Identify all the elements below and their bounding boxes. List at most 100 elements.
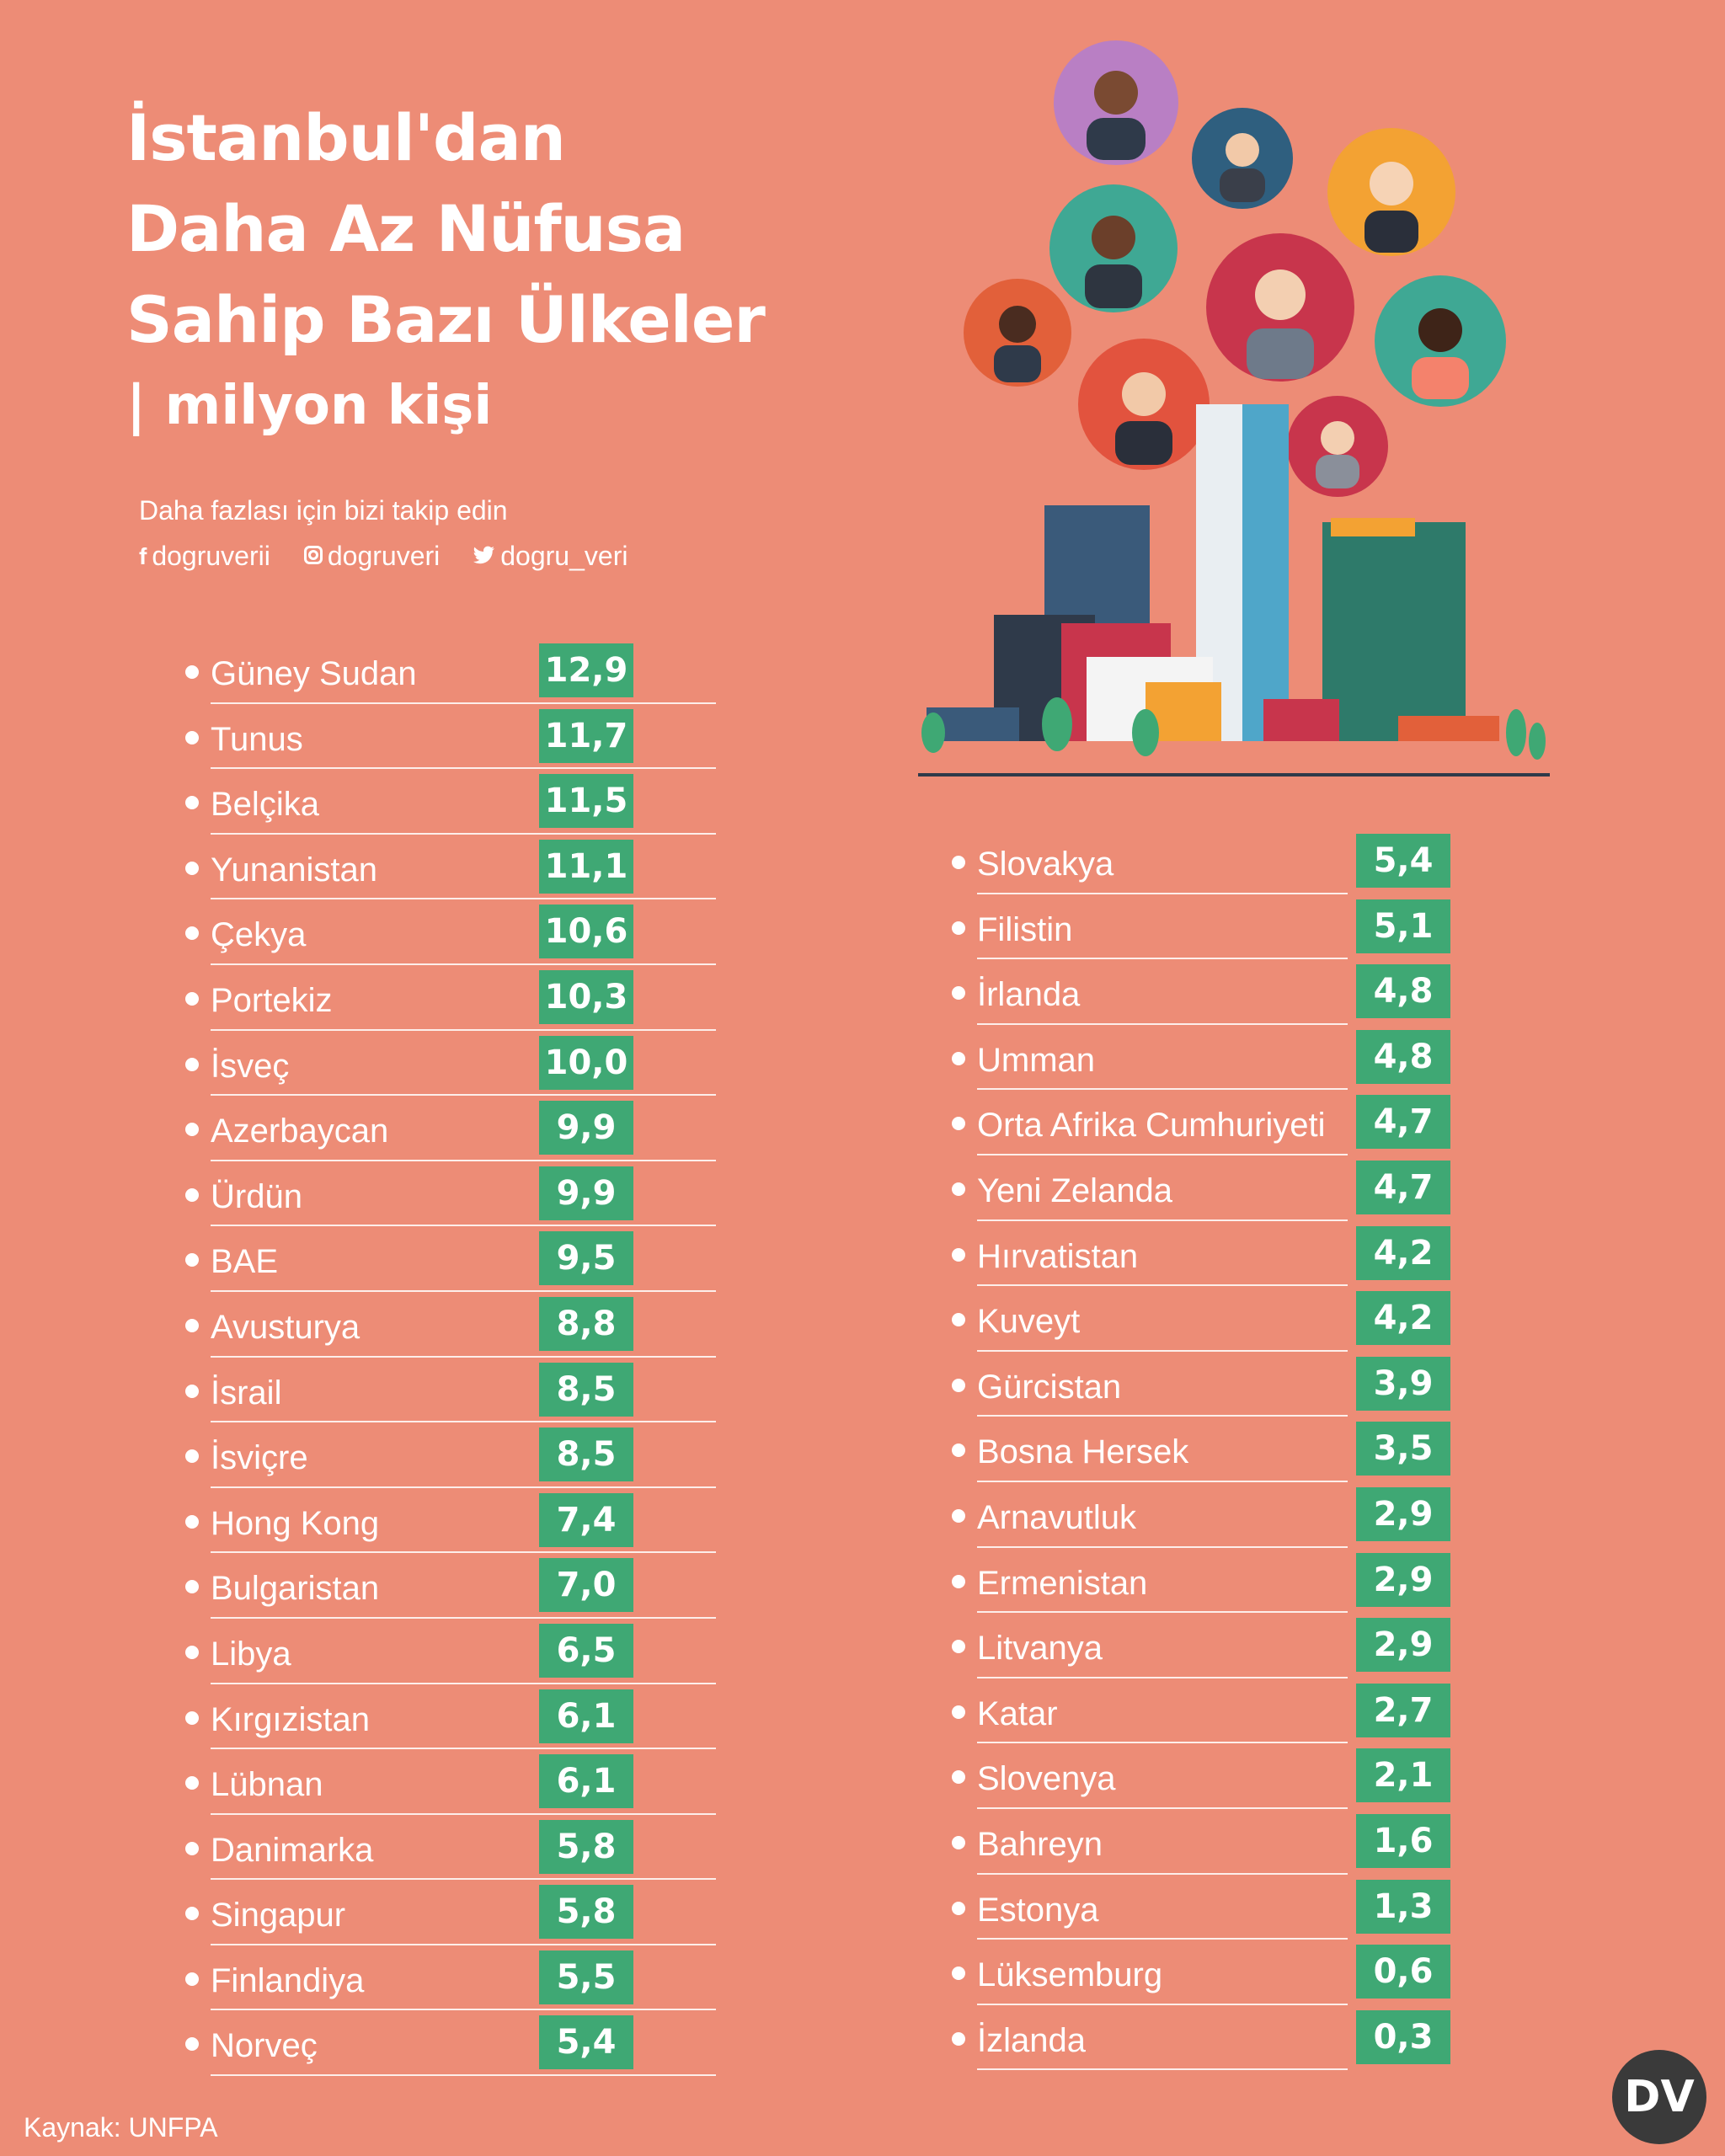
bullet-icon — [185, 1253, 199, 1267]
bullet-icon — [952, 1378, 965, 1392]
country-name: Lüksemburg — [977, 1956, 1163, 1994]
row-underline — [211, 1159, 716, 1161]
title-line-3: Sahip Bazı Ülkeler — [126, 282, 766, 357]
country-row: Portekiz 10,3 — [179, 969, 716, 1036]
country-row: Orta Afrika Cumhuriyeti 4,7 — [945, 1095, 1450, 1161]
bullet-icon — [185, 1645, 199, 1659]
country-row: Danimarka 5,8 — [179, 1819, 716, 1886]
bullet-icon — [185, 1187, 199, 1202]
row-underline — [977, 1219, 1348, 1221]
country-name: Umman — [977, 1041, 1096, 1079]
twitter-link[interactable]: dogru_veri — [473, 541, 628, 572]
city-skyline-illustration — [918, 404, 1550, 776]
country-name: İrlanda — [977, 976, 1081, 1014]
bullet-icon — [185, 2037, 199, 2052]
population-value: 3,9 — [1356, 1356, 1450, 1411]
country-row: Ürdün 9,9 — [179, 1166, 716, 1232]
country-row: Libya 6,5 — [179, 1623, 716, 1689]
country-name: Danimarka — [211, 1831, 374, 1869]
instagram-link[interactable]: dogruveri — [303, 541, 440, 572]
country-row: Ermenistan 2,9 — [945, 1552, 1450, 1619]
population-value: 4,2 — [1356, 1291, 1450, 1346]
population-value: 9,9 — [539, 1101, 633, 1155]
country-name: Portekiz — [211, 981, 333, 1019]
country-name: Bahreyn — [977, 1825, 1103, 1863]
row-underline — [977, 1938, 1348, 1940]
row-underline — [211, 1028, 716, 1031]
country-name: Slovenya — [977, 1760, 1116, 1798]
country-name: İsviçre — [211, 1439, 308, 1477]
population-value: 0,6 — [1356, 1945, 1450, 1999]
row-underline — [977, 2068, 1348, 2071]
row-underline — [977, 1872, 1348, 1875]
population-value: 2,9 — [1356, 1552, 1450, 1607]
population-value: 9,9 — [539, 1166, 633, 1220]
country-name: Hırvatistan — [977, 1237, 1139, 1275]
bullet-icon — [185, 926, 199, 941]
bullet-icon — [185, 1776, 199, 1790]
population-value: 5,8 — [539, 1819, 633, 1874]
bullet-icon — [952, 856, 965, 869]
population-value: 5,5 — [539, 1950, 633, 2004]
country-row: Slovenya 2,1 — [945, 1748, 1450, 1814]
country-row: Lüksemburg 0,6 — [945, 1945, 1450, 2010]
row-underline — [211, 1616, 716, 1619]
population-value: 4,7 — [1356, 1095, 1450, 1150]
population-value: 4,2 — [1356, 1225, 1450, 1280]
row-underline — [977, 1611, 1348, 1614]
country-row: Belçika 11,5 — [179, 774, 716, 840]
bullet-icon — [952, 1574, 965, 1588]
population-value: 6,1 — [539, 1754, 633, 1809]
row-underline — [211, 1878, 716, 1881]
facebook-link[interactable]: f dogruverii — [139, 541, 270, 572]
country-row: Kuveyt 4,2 — [945, 1291, 1450, 1357]
country-name: Avusturya — [211, 1308, 360, 1346]
bullet-icon — [185, 1580, 199, 1594]
country-name: Belçika — [211, 786, 319, 824]
country-row: Estonya 1,3 — [945, 1879, 1450, 1945]
bullet-icon — [185, 1057, 199, 1071]
twitter-icon — [473, 543, 495, 570]
country-row: Azerbaycan 9,9 — [179, 1101, 716, 1166]
country-name: Hong Kong — [211, 1504, 380, 1542]
dv-logo: DV — [1612, 2050, 1706, 2144]
row-underline — [211, 1682, 716, 1684]
country-row: Yunanistan 11,1 — [179, 839, 716, 905]
row-underline — [211, 1094, 716, 1097]
country-name: Kırgızistan — [211, 1700, 370, 1738]
population-value: 8,5 — [539, 1362, 633, 1417]
country-row: Finlandiya 5,5 — [179, 1950, 716, 2016]
row-underline — [211, 767, 716, 770]
bullet-icon — [952, 1051, 965, 1065]
row-underline — [211, 832, 716, 835]
bullet-icon — [952, 2031, 965, 2046]
country-row: Umman 4,8 — [945, 1029, 1450, 1096]
row-underline — [977, 2003, 1348, 2005]
row-underline — [211, 1812, 716, 1815]
row-underline — [977, 1806, 1348, 1809]
bullet-icon — [185, 665, 199, 679]
row-underline — [211, 898, 716, 900]
population-value: 8,8 — [539, 1296, 633, 1351]
row-underline — [211, 1225, 716, 1227]
country-row: İsveç 10,0 — [179, 1035, 716, 1102]
population-value: 11,5 — [539, 774, 633, 829]
country-row: Lübnan 6,1 — [179, 1754, 716, 1820]
population-value: 11,1 — [539, 839, 633, 894]
bullet-icon — [185, 991, 199, 1006]
country-row: İzlanda 0,3 — [945, 2009, 1450, 2076]
bullet-icon — [952, 921, 965, 935]
population-value: 2,1 — [1356, 1748, 1450, 1803]
country-name: İsrail — [211, 1374, 282, 1412]
row-underline — [211, 1421, 716, 1423]
country-name: İzlanda — [977, 2021, 1086, 2059]
country-row: Hong Kong 7,4 — [179, 1492, 716, 1559]
row-underline — [211, 1486, 716, 1488]
row-underline — [977, 892, 1348, 894]
row-underline — [977, 1480, 1348, 1482]
bullet-icon — [952, 1508, 965, 1523]
bullet-icon — [952, 1705, 965, 1719]
country-row: Norveç 5,4 — [179, 2015, 716, 2081]
row-underline — [977, 958, 1348, 960]
bullet-icon — [185, 1841, 199, 1855]
